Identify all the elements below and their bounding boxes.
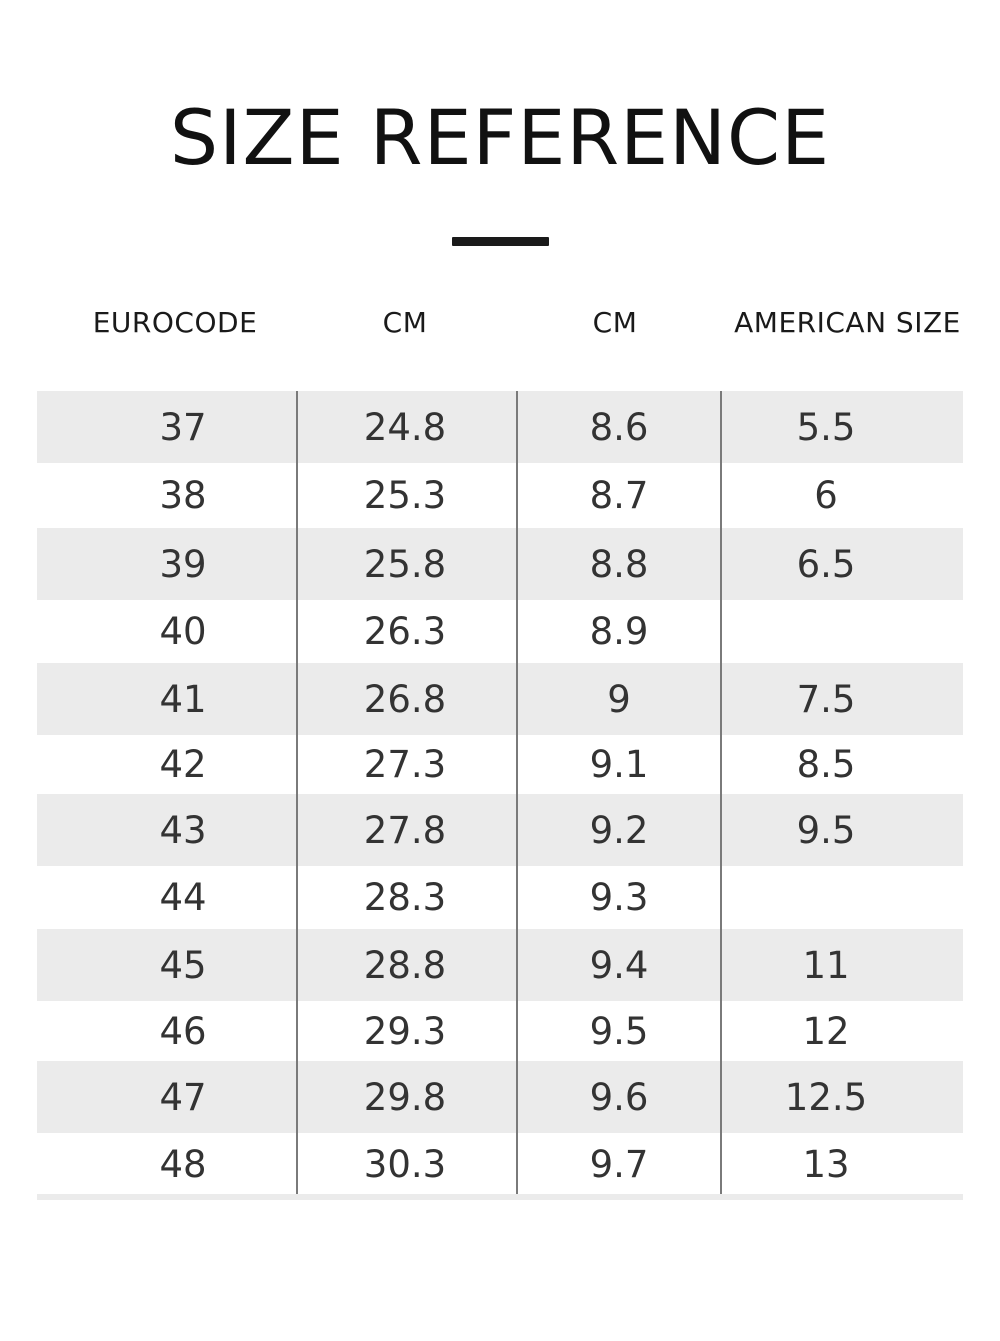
cell-inch: 8.6 bbox=[589, 405, 649, 449]
cell-eurocode: 46 bbox=[159, 1009, 207, 1053]
cell-inch: 8.7 bbox=[589, 474, 649, 517]
cell-inch: 9.4 bbox=[589, 943, 649, 987]
column-divider bbox=[516, 391, 518, 1194]
cell-cm: 27.8 bbox=[363, 808, 447, 852]
table-row: 40 26.3 8.9 bbox=[37, 600, 963, 663]
cell-american-size: 6 bbox=[814, 474, 838, 517]
cell-eurocode: 37 bbox=[159, 405, 207, 449]
cell-inch: 9.2 bbox=[589, 808, 649, 852]
cell-cm: 28.3 bbox=[363, 876, 447, 919]
table-row: 45 28.8 9.4 11 bbox=[37, 929, 963, 1001]
cell-inch: 9.5 bbox=[589, 1009, 649, 1053]
page-title: SIZE REFERENCE bbox=[169, 93, 831, 182]
column-divider bbox=[296, 391, 298, 1194]
cell-american-size: 6.5 bbox=[796, 542, 856, 586]
cell-american-size bbox=[736, 600, 916, 663]
cell-eurocode: 45 bbox=[159, 943, 207, 987]
cell-cm: 25.3 bbox=[363, 474, 447, 517]
cell-american-size: 8.5 bbox=[796, 743, 856, 786]
cell-american-size: 5.5 bbox=[796, 405, 856, 449]
cell-eurocode: 42 bbox=[159, 743, 207, 786]
table-row: 43 27.8 9.2 9.5 bbox=[37, 794, 963, 866]
table-row: 44 28.3 9.3 bbox=[37, 866, 963, 929]
cell-inch: 9.6 bbox=[589, 1075, 649, 1119]
cell-american-size bbox=[736, 866, 916, 929]
header-cm-1: CM bbox=[382, 306, 428, 339]
header-eurocode: EUROCODE bbox=[92, 306, 258, 339]
cell-cm: 25.8 bbox=[363, 542, 447, 586]
cell-american-size: 12.5 bbox=[784, 1075, 868, 1119]
cell-american-size: 12 bbox=[802, 1009, 850, 1053]
cell-inch: 9.3 bbox=[589, 876, 649, 919]
size-table: 37 24.8 8.6 5.5 38 25.3 8.7 6 39 25.8 8.8 6.5 40 26.3… bbox=[37, 391, 963, 1195]
cell-american-size: 11 bbox=[802, 943, 850, 987]
table-row: 37 24.8 8.6 5.5 bbox=[37, 391, 963, 463]
cell-inch: 8.8 bbox=[589, 542, 649, 586]
header-american-size: AMERICAN SIZE bbox=[734, 306, 961, 339]
cell-inch: 9 bbox=[607, 677, 631, 721]
cell-american-size: 13 bbox=[802, 1142, 850, 1186]
table-header: EUROCODE CM CM AMERICAN SIZE bbox=[0, 300, 1000, 346]
cell-eurocode: 39 bbox=[159, 542, 207, 586]
cell-eurocode: 48 bbox=[159, 1142, 207, 1186]
cell-eurocode: 41 bbox=[159, 677, 207, 721]
cell-eurocode: 47 bbox=[159, 1075, 207, 1119]
table-row: 39 25.8 8.8 6.5 bbox=[37, 528, 963, 600]
cell-cm: 30.3 bbox=[363, 1142, 447, 1186]
table-row: 38 25.3 8.7 6 bbox=[37, 463, 963, 528]
table-bottom-border bbox=[37, 1194, 963, 1200]
table-row: 48 30.3 9.7 13 bbox=[37, 1133, 963, 1195]
cell-cm: 26.3 bbox=[363, 610, 447, 653]
table-row: 41 26.8 9 7.5 bbox=[37, 663, 963, 735]
cell-american-size: 9.5 bbox=[796, 808, 856, 852]
cell-cm: 24.8 bbox=[363, 405, 447, 449]
cell-inch: 9.7 bbox=[589, 1142, 649, 1186]
table-row: 42 27.3 9.1 8.5 bbox=[37, 735, 963, 794]
header-cm-2: CM bbox=[592, 306, 638, 339]
cell-eurocode: 38 bbox=[159, 474, 207, 517]
cell-inch: 8.9 bbox=[589, 610, 649, 653]
cell-cm: 28.8 bbox=[363, 943, 447, 987]
cell-eurocode: 40 bbox=[159, 610, 207, 653]
cell-cm: 27.3 bbox=[363, 743, 447, 786]
cell-cm: 29.3 bbox=[363, 1009, 447, 1053]
cell-eurocode: 43 bbox=[159, 808, 207, 852]
title-divider bbox=[452, 237, 549, 246]
cell-eurocode: 44 bbox=[159, 876, 207, 919]
cell-inch: 9.1 bbox=[589, 743, 649, 786]
cell-cm: 26.8 bbox=[363, 677, 447, 721]
table-row: 46 29.3 9.5 12 bbox=[37, 1001, 963, 1061]
column-divider bbox=[720, 391, 722, 1194]
cell-american-size: 7.5 bbox=[796, 677, 856, 721]
table-row: 47 29.8 9.6 12.5 bbox=[37, 1061, 963, 1133]
cell-cm: 29.8 bbox=[363, 1075, 447, 1119]
